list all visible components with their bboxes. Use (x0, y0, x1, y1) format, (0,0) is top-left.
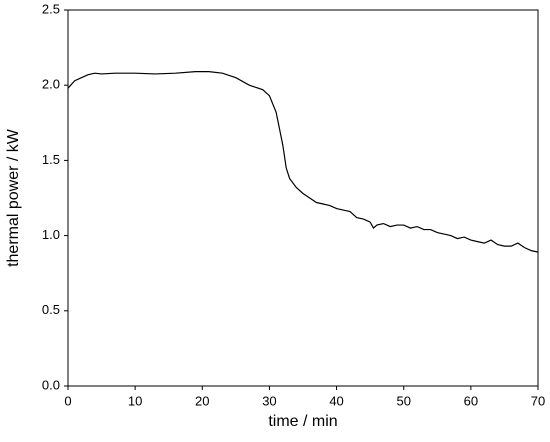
x-tick-label: 0 (64, 393, 71, 408)
y-tick-label: 2.5 (42, 1, 60, 16)
y-tick-label: 1.5 (42, 152, 60, 167)
plot-frame (67, 9, 539, 387)
x-axis-title: time / min (268, 413, 337, 430)
x-tick-label: 70 (531, 393, 545, 408)
y-tick-label: 0.0 (42, 377, 60, 392)
x-tick-label: 60 (464, 393, 478, 408)
x-tick-label: 20 (195, 393, 209, 408)
x-tick-label: 30 (262, 393, 276, 408)
y-tick-label: 1.0 (42, 227, 60, 242)
y-axis-title: thermal power / kW (5, 128, 22, 267)
data-line (67, 71, 539, 253)
y-tick-label: 2.0 (42, 77, 60, 92)
x-tick-label: 10 (128, 393, 142, 408)
x-tick-label: 40 (329, 393, 343, 408)
x-tick-label: 50 (396, 393, 410, 408)
y-tick-label: 0.5 (42, 302, 60, 317)
